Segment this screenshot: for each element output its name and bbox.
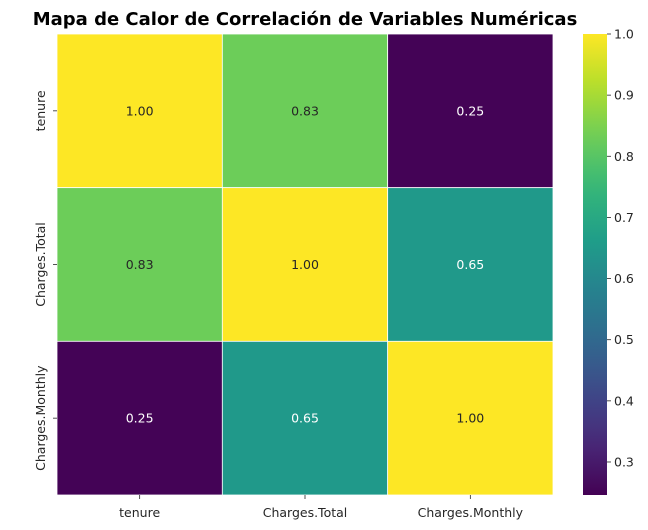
heatmap-cell-0-1	[221, 33, 389, 189]
heatmap-cell-1-0	[56, 187, 223, 342]
colorbar-tick-label-5: 0.8	[614, 149, 634, 164]
colorbar-tick-label-1: 0.4	[614, 393, 634, 408]
cell-value-label-1-1: 1.00	[291, 257, 319, 272]
colorbar: 0.3 0.4 0.5 0.6 0.7 0.8 0.9 1.0	[583, 27, 634, 495]
heatmap-cell-2-0	[56, 340, 223, 496]
colorbar-tick-label-6: 0.9	[614, 88, 634, 103]
cell-value-label-0-1: 0.83	[291, 103, 319, 118]
colorbar-gradient	[583, 34, 607, 495]
colorbar-tick-label-3: 0.6	[614, 271, 634, 286]
colorbar-tick-label-2: 0.5	[614, 332, 634, 347]
y-tick-label-2: Charges.Monthly	[33, 365, 48, 471]
cell-value-label-0-2: 0.25	[456, 103, 484, 118]
chart-title: Mapa de Calor de Correlación de Variable…	[33, 9, 578, 30]
cell-value-label-1-0: 0.83	[126, 257, 154, 272]
heatmap-cell-1-2	[387, 187, 554, 342]
heatmap-cell-2-1	[221, 340, 389, 496]
colorbar-tick-label-0: 0.3	[614, 454, 634, 469]
heatmap-cell-0-0	[56, 33, 223, 189]
colorbar-tick-label-7: 1.0	[614, 27, 634, 42]
y-axis: tenure Charges.Total Charges.Monthly	[33, 90, 57, 471]
cell-value-label-2-0: 0.25	[126, 411, 154, 426]
cell-value-label-2-2: 1.00	[456, 411, 484, 426]
x-tick-label-1: Charges.Total	[263, 505, 348, 520]
cell-value-label-1-2: 0.65	[456, 257, 484, 272]
x-axis: tenure Charges.Total Charges.Monthly	[119, 495, 524, 520]
cell-value-label-0-0: 1.00	[126, 103, 154, 118]
y-tick-label-0: tenure	[33, 90, 48, 131]
heatmap-cell-0-2	[387, 33, 554, 189]
x-tick-label-2: Charges.Monthly	[418, 505, 524, 520]
colorbar-tick-label-4: 0.7	[614, 210, 634, 225]
heatmap-cells: 1.00 0.83 0.25 0.83 1.00 0.65 0.25 0.65 1.00	[56, 33, 554, 496]
x-tick-label-0: tenure	[119, 505, 160, 520]
cell-value-label-2-1: 0.65	[291, 411, 319, 426]
heatmap-cell-1-1	[221, 187, 389, 342]
y-tick-label-1: Charges.Total	[33, 222, 48, 307]
